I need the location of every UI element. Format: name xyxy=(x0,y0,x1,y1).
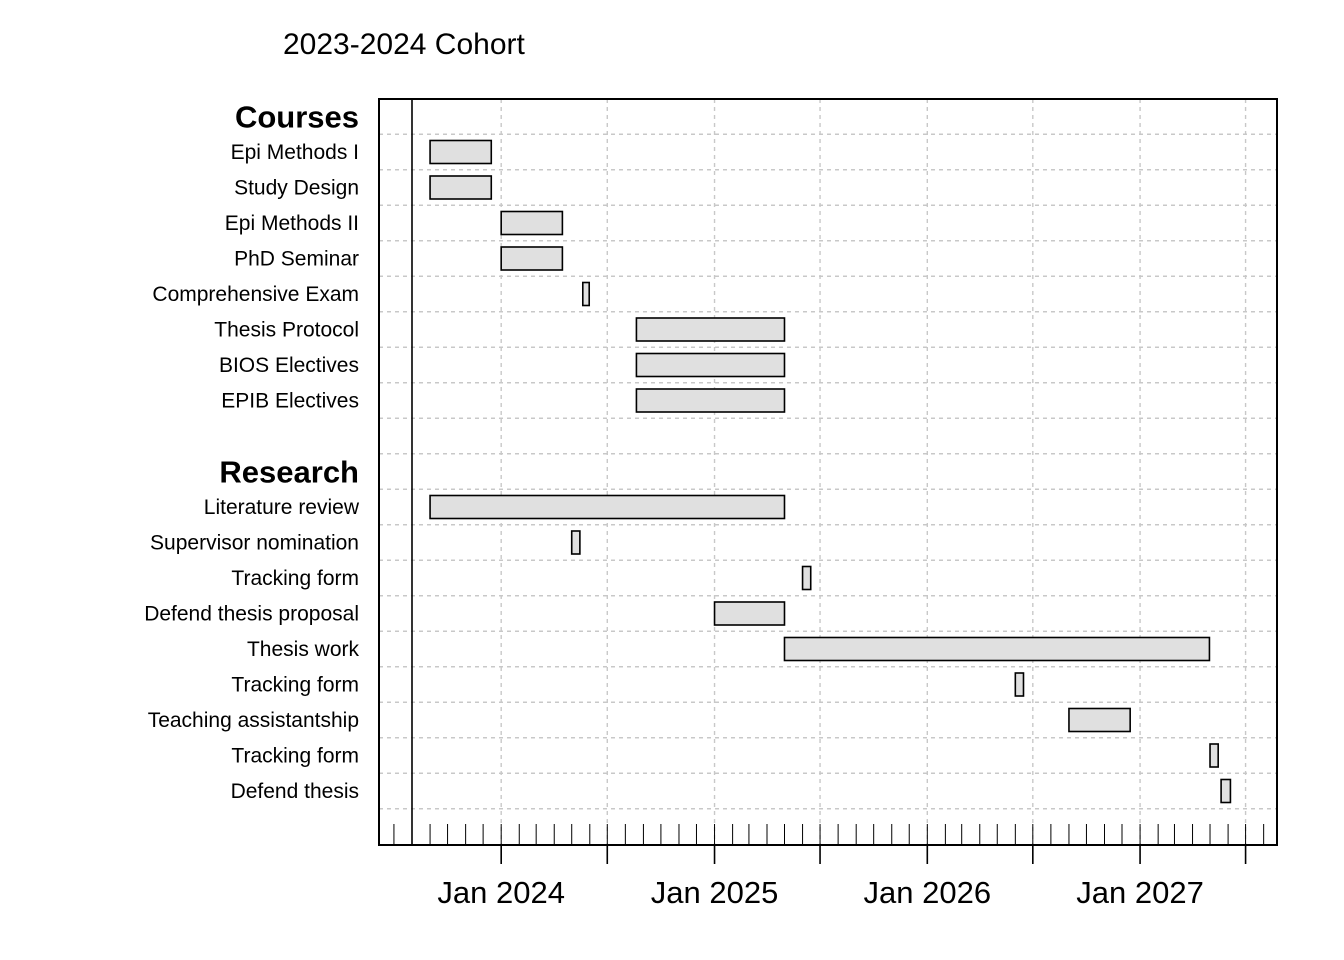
task-label: Defend thesis xyxy=(231,780,359,803)
x-tick-label: Jan 2026 xyxy=(864,875,992,910)
task-labels: Courses Epi Methods I Study Design Epi Meth… xyxy=(144,100,360,804)
task-label: Tracking form xyxy=(231,674,359,697)
task-label: BIOS Electives xyxy=(219,354,359,377)
task-bar xyxy=(783,636,1211,662)
task-label: Tracking form xyxy=(231,745,359,768)
task-label: Teaching assistantship xyxy=(148,709,359,732)
task-bar xyxy=(581,281,591,307)
task-label: PhD Seminar xyxy=(234,248,359,271)
task-label: Epi Methods II xyxy=(225,212,359,235)
task-bar xyxy=(1014,672,1025,697)
task-label: Study Design xyxy=(234,177,359,200)
task-label: Defend thesis proposal xyxy=(144,603,359,626)
group-header: Research xyxy=(219,455,359,490)
task-bar xyxy=(1068,707,1131,733)
task-bar xyxy=(1220,778,1232,804)
grid-layer xyxy=(379,99,1277,845)
task-bar xyxy=(429,494,786,520)
chart-title: 2023-2024 Cohort xyxy=(283,28,526,61)
task-label: Thesis Protocol xyxy=(214,319,359,342)
task-bar xyxy=(801,565,812,591)
x-axis: Jan 2024 Jan 2025 Jan 2026 Jan 2027 xyxy=(393,824,1265,910)
task-label: Tracking form xyxy=(231,567,359,590)
task-label: Supervisor nomination xyxy=(150,532,359,555)
plot-frame xyxy=(378,98,1278,846)
task-bar xyxy=(1209,743,1219,768)
task-bar xyxy=(635,317,786,342)
task-bar xyxy=(429,139,493,165)
group-header: Courses xyxy=(235,100,359,135)
task-bar xyxy=(570,530,581,555)
task-label: Thesis work xyxy=(247,638,360,661)
task-label: Epi Methods I xyxy=(231,141,359,164)
x-tick-label: Jan 2027 xyxy=(1076,875,1204,910)
x-tick-label: Jan 2025 xyxy=(651,875,779,910)
task-bar xyxy=(635,352,786,378)
task-label: Literature review xyxy=(204,496,360,519)
task-bar xyxy=(635,388,786,413)
task-label: Comprehensive Exam xyxy=(152,283,359,306)
bars-layer xyxy=(429,139,1232,804)
task-bar xyxy=(500,210,564,236)
task-bar xyxy=(429,175,493,200)
task-bar xyxy=(713,601,786,626)
task-label: EPIB Electives xyxy=(221,390,359,413)
task-bar xyxy=(500,246,564,271)
x-tick-label: Jan 2024 xyxy=(437,875,565,910)
